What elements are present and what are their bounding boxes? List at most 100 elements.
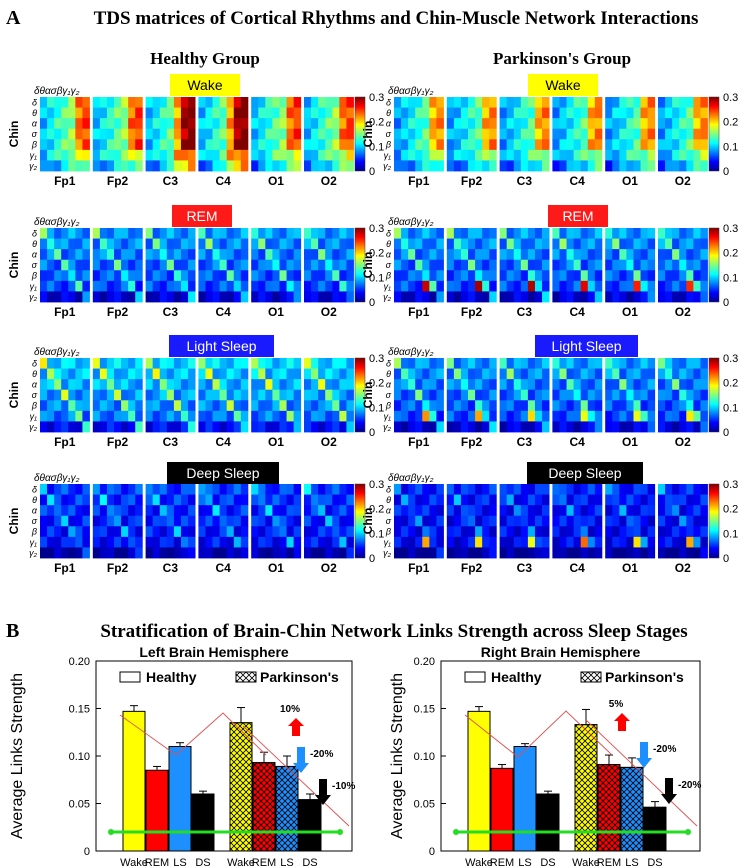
- heatmap-cell: [272, 139, 280, 151]
- heatmap-cell: [468, 389, 476, 401]
- heatmap-cell: [265, 547, 273, 559]
- heatmap-cell: [566, 536, 575, 548]
- heatmap-cell: [647, 410, 656, 422]
- heatmap-cell: [527, 238, 536, 250]
- heatmap-cell: [272, 368, 280, 380]
- heatmap-cell: [542, 291, 550, 303]
- channel-label: Fp2: [107, 435, 129, 449]
- heatmap-cell: [401, 128, 409, 140]
- heatmap-cell: [286, 160, 295, 172]
- heatmap-cell: [605, 139, 613, 151]
- heatmap-cell: [408, 228, 416, 239]
- heatmap-cell: [612, 421, 620, 433]
- heatmap-cell: [640, 118, 649, 130]
- heatmap-cell: [159, 484, 168, 495]
- heatmap-cell: [580, 270, 589, 282]
- heatmap-cell: [686, 238, 694, 250]
- heatmap-cell: [693, 97, 701, 108]
- heatmap-cell: [212, 547, 221, 559]
- heatmap-cell: [121, 291, 129, 303]
- heatmap-cell: [394, 228, 402, 239]
- heatmap-cell: [54, 547, 62, 559]
- heatmap-cell: [693, 379, 701, 391]
- heatmap-cell: [226, 149, 235, 161]
- heatmap-cell: [198, 160, 206, 172]
- heatmap-cell: [626, 410, 634, 422]
- heatmap-cell: [587, 118, 596, 130]
- band-row-label: γ₂: [29, 292, 38, 302]
- heatmap-cell: [429, 421, 437, 433]
- heatmap-cell: [318, 97, 326, 108]
- heatmap-cell: [286, 118, 295, 130]
- bar-healthy-ls: [513, 746, 537, 852]
- heatmap-cell: [506, 515, 515, 527]
- heatmap-cell: [40, 107, 48, 119]
- heatmap-cell: [587, 97, 596, 108]
- heatmap-cell: [658, 494, 666, 506]
- heatmap-cell: [566, 228, 575, 239]
- heatmap-cell: [633, 228, 641, 239]
- heatmap-cell: [219, 536, 228, 548]
- heatmap-cell: [499, 494, 508, 506]
- heatmap-cell: [460, 259, 469, 271]
- heatmap-cell: [339, 368, 347, 380]
- heatmap-cell: [415, 149, 423, 161]
- heatmap-cell: [92, 368, 101, 380]
- stage-badge: [167, 462, 279, 484]
- heatmap-cell: [106, 400, 115, 412]
- heatmap-cell: [573, 379, 582, 391]
- heatmap-cell: [672, 547, 680, 559]
- heatmap-cell: [92, 379, 101, 391]
- heatmap-cell: [68, 139, 76, 151]
- heatmap-cell: [145, 97, 154, 108]
- heatmap-cell: [318, 505, 326, 517]
- heatmap-cell: [318, 118, 326, 130]
- heatmap-cell: [475, 249, 483, 261]
- heatmap-cell: [693, 484, 701, 495]
- heatmap-cell: [135, 128, 143, 140]
- heatmap-cell: [233, 107, 242, 119]
- heatmap-cell: [54, 368, 62, 380]
- heatmap-cell: [429, 270, 437, 282]
- heatmap-cell: [506, 149, 515, 161]
- heatmap-cell: [180, 421, 189, 433]
- heatmap-cell: [240, 400, 249, 412]
- heatmap-cell: [92, 118, 101, 130]
- colorbar-tick-label: 0.1: [723, 402, 738, 414]
- heatmap-cell: [700, 149, 708, 161]
- heatmap-cell: [552, 160, 560, 172]
- heatmap-cell: [325, 536, 333, 548]
- heatmap-cell: [265, 97, 273, 108]
- heatmap-cell: [99, 280, 108, 292]
- heatmap-cell: [559, 494, 567, 506]
- colorbar-tick-label: 0: [369, 297, 375, 309]
- heatmap-cell: [135, 280, 143, 292]
- heatmap-cell: [339, 228, 347, 239]
- heatmap-cell: [468, 536, 476, 548]
- heatmap-cell: [408, 291, 416, 303]
- band-row-label: σ: [386, 129, 392, 139]
- heatmap-cell: [460, 421, 469, 433]
- heatmap-cell: [240, 368, 249, 380]
- heatmap-cell: [61, 526, 69, 538]
- heatmap-cell: [700, 515, 708, 527]
- heatmap-cell: [258, 280, 266, 292]
- heatmap-cell: [188, 536, 196, 548]
- heatmap-cell: [265, 421, 273, 433]
- heatmap-cell: [121, 160, 129, 172]
- heatmap-cell: [665, 400, 673, 412]
- heatmap-cell: [265, 149, 273, 161]
- heatmap-cell: [82, 249, 90, 261]
- heatmap-cell: [92, 526, 101, 538]
- heatmap-cell: [325, 515, 333, 527]
- heatmap-cell: [293, 107, 302, 119]
- heatmap-cell: [422, 149, 430, 161]
- heatmap-cell: [99, 536, 108, 548]
- heatmap-cell: [293, 536, 302, 548]
- heatmap-cell: [180, 368, 189, 380]
- heatmap-cell: [573, 368, 582, 380]
- heatmap-cell: [619, 494, 627, 506]
- heatmap-cell: [513, 259, 522, 271]
- heatmap-cell: [279, 139, 287, 151]
- heatmap-cell: [251, 107, 259, 119]
